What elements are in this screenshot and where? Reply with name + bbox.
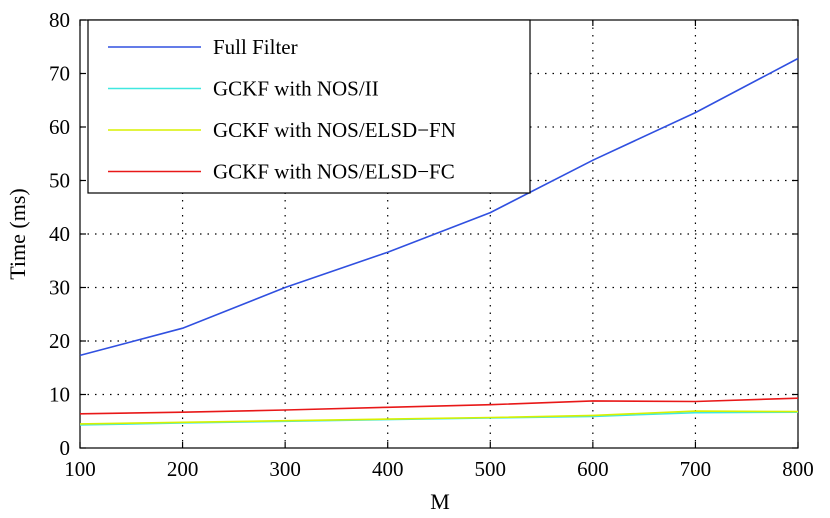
- y-tick-label: 50: [49, 169, 70, 193]
- x-tick-label: 400: [372, 457, 404, 481]
- legend-label: GCKF with NOS/ELSD−FN: [213, 118, 456, 142]
- x-tick-label: 600: [577, 457, 609, 481]
- y-tick-label: 20: [49, 329, 70, 353]
- series-line-4: [79, 397, 799, 415]
- series-line-3: [79, 410, 799, 425]
- y-tick-label: 60: [49, 115, 70, 139]
- axis-ticks: 100 200 300 400 500 600 700 800 0 10 20 30 40 50 60 70 8…: [49, 8, 814, 481]
- x-tick-label: 500: [475, 457, 507, 481]
- y-tick-label: 30: [49, 276, 70, 300]
- y-tick-label: 40: [49, 222, 70, 246]
- y-tick-label: 70: [49, 62, 70, 86]
- legend: Full Filter GCKF with NOS/II GCKF with NOS…: [87, 19, 531, 194]
- legend-label: GCKF with NOS/II: [213, 77, 379, 101]
- x-tick-label: 700: [680, 457, 712, 481]
- x-tick-label: 100: [64, 457, 96, 481]
- y-tick-label: 10: [49, 383, 70, 407]
- x-tick-label: 300: [269, 457, 301, 481]
- series-line-1: [79, 57, 799, 357]
- legend-label: GCKF with NOS/ELSD−FC: [213, 160, 455, 184]
- y-axis-title: Time (ms): [5, 188, 30, 279]
- legend-label: Full Filter: [213, 35, 298, 59]
- y-tick-label: 80: [49, 8, 70, 32]
- x-tick-label: 800: [782, 457, 814, 481]
- x-tick-label: 200: [167, 457, 199, 481]
- series-layer: [79, 57, 799, 426]
- legend-box: [87, 19, 531, 194]
- y-tick-label: 0: [60, 436, 71, 460]
- x-axis-title: M: [430, 489, 450, 514]
